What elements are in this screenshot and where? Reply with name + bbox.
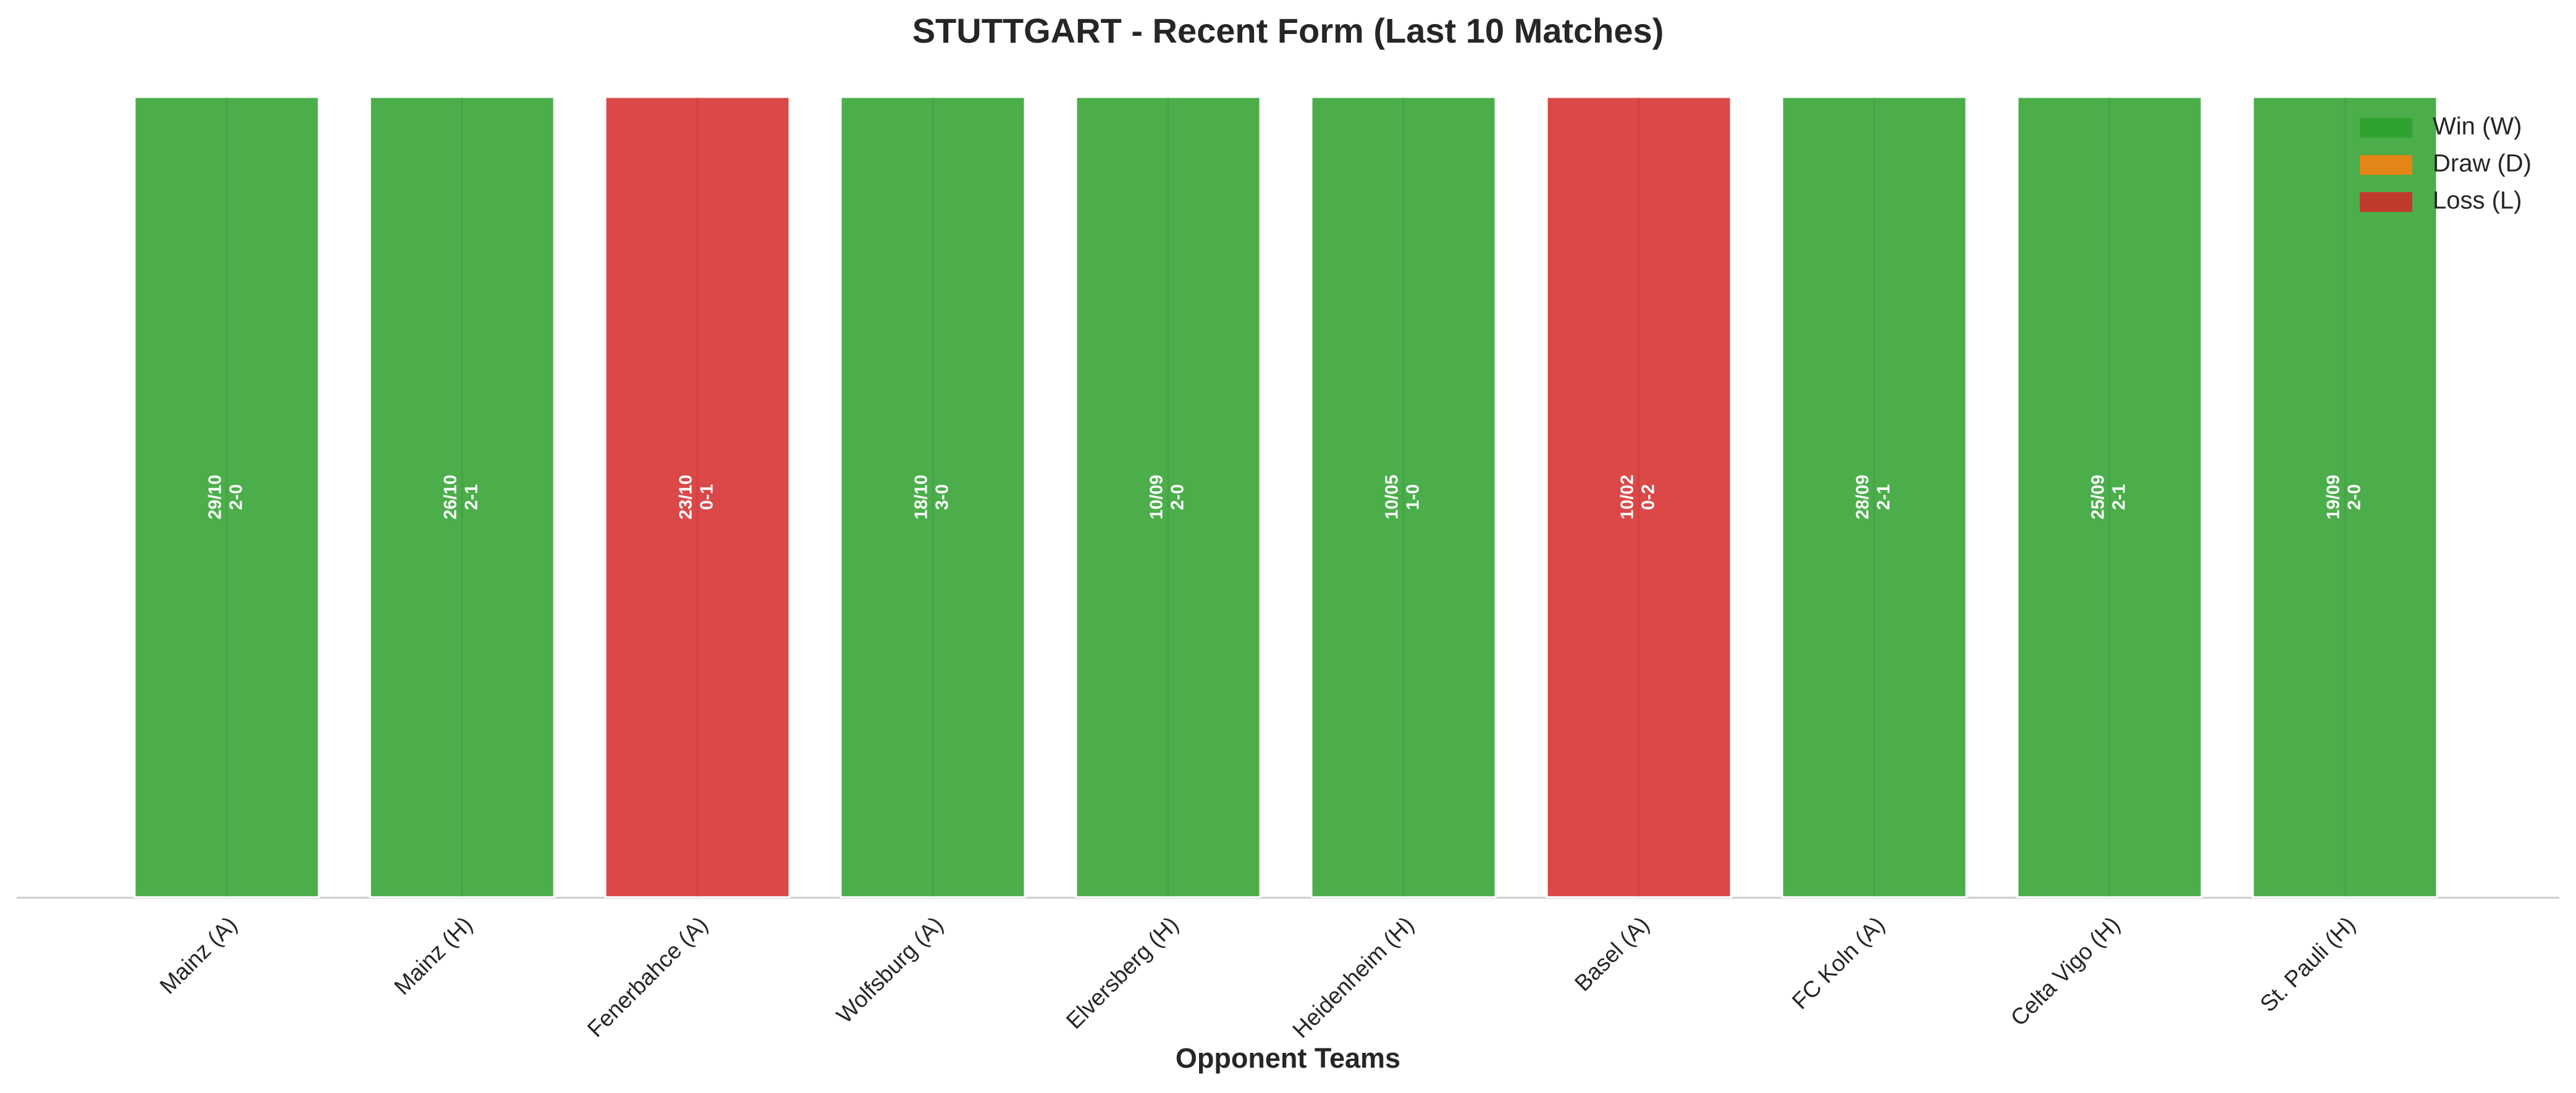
bar-date-label: 25/09 [2089, 475, 2108, 520]
bar-score-label: 3-0 [933, 484, 953, 510]
bar [369, 96, 555, 898]
bar-score-label: 2-1 [2110, 484, 2129, 510]
legend-label: Win (W) [2433, 113, 2522, 140]
bar-score-label: 0-2 [1639, 484, 1659, 510]
bar [840, 96, 1026, 898]
bar-date-label: 19/09 [2324, 475, 2344, 520]
bar-date-label: 10/05 [1383, 475, 1402, 520]
bar-date-label: 18/10 [912, 475, 932, 520]
bar-date-label: 26/10 [441, 475, 461, 520]
bar-score-label: 2-0 [1168, 484, 1188, 510]
bar-score-label: 2-0 [2345, 484, 2365, 510]
x-axis-label: Opponent Teams [1176, 1042, 1400, 1074]
bar-date-label: 10/09 [1147, 475, 1167, 520]
bar [2016, 96, 2203, 898]
bar-date-label: 23/10 [676, 475, 696, 520]
legend-swatch [2360, 155, 2412, 175]
bar [1075, 96, 1261, 898]
bar-date-label: 10/02 [1618, 475, 1638, 520]
bar-date-label: 29/10 [206, 475, 225, 520]
bar-score-label: 1-0 [1404, 484, 1423, 510]
chart-title: STUTTGART - Recent Form (Last 10 Matches… [912, 11, 1664, 50]
bar [2252, 96, 2438, 898]
bar-score-label: 0-1 [697, 484, 717, 510]
legend-swatch [2360, 118, 2412, 138]
bar [604, 96, 791, 898]
legend-label: Draw (D) [2433, 150, 2532, 177]
legend-label: Loss (L) [2433, 187, 2522, 214]
bar [1546, 96, 1732, 898]
bar-score-label: 2-0 [227, 484, 246, 510]
bar-date-label: 28/09 [1853, 475, 1873, 520]
bar-score-label: 2-1 [462, 484, 482, 510]
legend-swatch [2360, 192, 2412, 212]
bar [1310, 96, 1497, 898]
bar-score-label: 2-1 [1874, 484, 1894, 510]
bar [133, 96, 320, 898]
bar [1781, 96, 1968, 898]
